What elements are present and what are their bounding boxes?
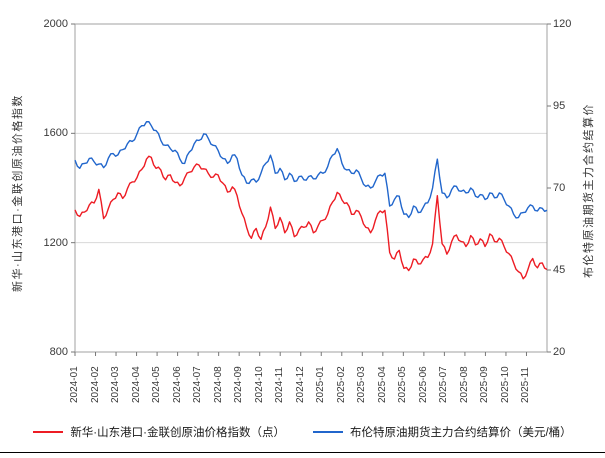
- x-tick-label: 2025-09: [479, 366, 491, 403]
- x-tick-label: 2025-03: [356, 366, 368, 403]
- x-tick-label: 2024-01: [69, 366, 80, 403]
- left-y-tick-label: 1600: [43, 127, 68, 140]
- x-tick-label: 2024-06: [171, 366, 183, 403]
- x-tick-label: 2024-04: [130, 366, 142, 403]
- right-y-tick-label: 20: [553, 346, 566, 358]
- left-y-axis-title: 新华·山东港口·金联创原油价格指数: [12, 94, 24, 292]
- series-line-brent: [74, 121, 548, 219]
- x-tick-label: 2025-01: [315, 366, 327, 403]
- right-y-tick-label: 70: [553, 182, 566, 194]
- x-tick-label: 2025-05: [397, 366, 409, 403]
- x-tick-label: 2024-10: [253, 366, 265, 403]
- x-tick-label: 2024-05: [151, 366, 163, 403]
- legend: 新华·山东港口·金联创原油价格指数（点） 布伦特原油期货主力合约结算价（美元/桶）: [0, 422, 605, 442]
- legend-label: 布伦特原油期货主力合约结算价（美元/桶）: [349, 427, 572, 439]
- legend-item-1: 布伦特原油期货主力合约结算价（美元/桶）: [312, 424, 572, 440]
- x-tick-label: 2025-11: [520, 367, 532, 403]
- right-y-tick-label: 95: [553, 100, 566, 112]
- x-tick-label: 2024-08: [212, 366, 224, 403]
- x-tick-label: 2024-09: [233, 366, 245, 403]
- x-tick-label: 2025-08: [458, 366, 470, 403]
- left-y-tick-label: 800: [49, 346, 68, 358]
- right-y-tick-label: 120: [553, 18, 572, 30]
- left-y-tick-label: 2000: [43, 18, 68, 30]
- legend-line-swatch: [33, 431, 64, 433]
- x-tick-label: 2025-07: [438, 366, 450, 403]
- plot-border: [74, 23, 548, 353]
- right-y-tick-label: 45: [553, 264, 566, 276]
- x-tick-label: 2025-04: [376, 366, 388, 403]
- legend-item-0: 新华·山东港口·金联创原油价格指数（点）: [33, 424, 285, 440]
- legend-label: 新华·山东港口·金联创原油价格指数（点）: [70, 427, 285, 439]
- x-tick-label: 2024-11: [274, 367, 286, 403]
- x-tick-label: 2025-10: [499, 366, 511, 403]
- left-y-tick-label: 1200: [43, 236, 68, 249]
- bottom-divider: [0, 452, 605, 453]
- legend-line-swatch: [312, 431, 343, 433]
- x-tick-label: 2025-02: [335, 366, 347, 403]
- x-tick-label: 2024-12: [294, 366, 306, 403]
- x-tick-label: 2024-02: [89, 366, 101, 403]
- x-tick-label: 2024-07: [192, 366, 204, 403]
- series-line-index: [74, 155, 548, 280]
- x-tick-label: 2025-06: [417, 366, 429, 403]
- x-tick-label: 2024-03: [110, 366, 122, 403]
